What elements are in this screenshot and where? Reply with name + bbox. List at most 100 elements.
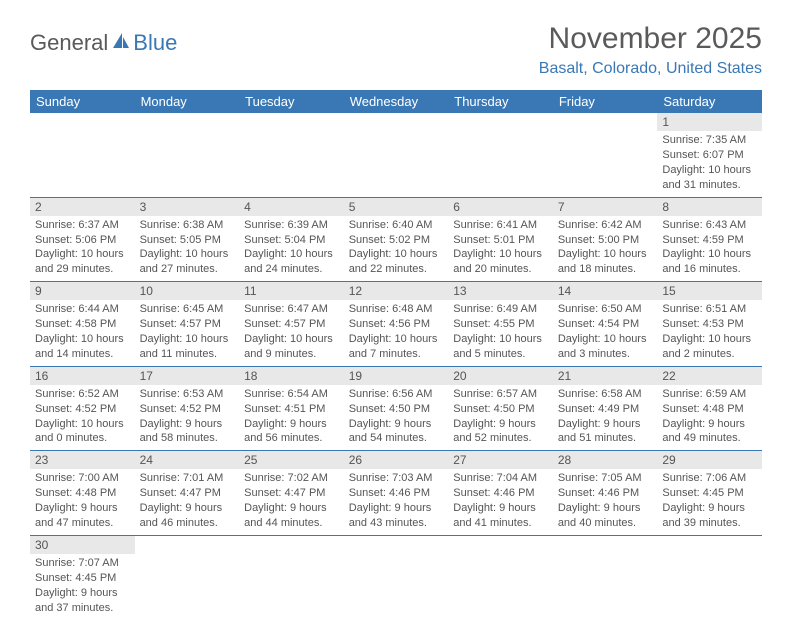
day-info-line: and 40 minutes. [558, 516, 653, 531]
day-number: 15 [657, 282, 762, 300]
day-number [448, 113, 553, 131]
day-info-line: Sunrise: 6:37 AM [35, 218, 130, 233]
day-info-line: Daylight: 10 hours [662, 163, 757, 178]
calendar-week-row: 23Sunrise: 7:00 AMSunset: 4:48 PMDayligh… [30, 451, 762, 536]
day-info-line: and 54 minutes. [349, 431, 444, 446]
calendar-day-cell: 24Sunrise: 7:01 AMSunset: 4:47 PMDayligh… [135, 451, 240, 536]
calendar-week-row: 1Sunrise: 7:35 AMSunset: 6:07 PMDaylight… [30, 113, 762, 197]
day-info-line: Sunrise: 6:41 AM [453, 218, 548, 233]
day-info-line: Daylight: 10 hours [453, 332, 548, 347]
day-info-line: and 41 minutes. [453, 516, 548, 531]
day-info-line: and 27 minutes. [140, 262, 235, 277]
day-info-line: Sunset: 4:57 PM [140, 317, 235, 332]
day-info-line: Sunrise: 6:50 AM [558, 302, 653, 317]
day-info-line: Daylight: 9 hours [453, 501, 548, 516]
day-info-line: Daylight: 9 hours [140, 417, 235, 432]
calendar-day-cell: 3Sunrise: 6:38 AMSunset: 5:05 PMDaylight… [135, 197, 240, 282]
day-info-line: Daylight: 10 hours [662, 247, 757, 262]
day-info-line: Sunrise: 6:48 AM [349, 302, 444, 317]
day-body: Sunrise: 6:48 AMSunset: 4:56 PMDaylight:… [344, 300, 449, 365]
day-body [448, 554, 553, 608]
day-info-line: Sunrise: 6:57 AM [453, 387, 548, 402]
calendar-day-cell: 19Sunrise: 6:56 AMSunset: 4:50 PMDayligh… [344, 366, 449, 451]
page-header: General Blue November 2025 Basalt, Color… [30, 22, 762, 78]
day-info-line: Daylight: 10 hours [453, 247, 548, 262]
day-info-line: Daylight: 9 hours [558, 501, 653, 516]
day-info-line: Daylight: 10 hours [558, 332, 653, 347]
day-info-line: Sunrise: 6:59 AM [662, 387, 757, 402]
logo-sail-icon [111, 32, 131, 50]
day-info-line: Sunrise: 6:54 AM [244, 387, 339, 402]
day-info-line: Sunrise: 6:56 AM [349, 387, 444, 402]
day-body: Sunrise: 6:53 AMSunset: 4:52 PMDaylight:… [135, 385, 240, 450]
day-number: 29 [657, 451, 762, 469]
day-info-line: Sunrise: 6:39 AM [244, 218, 339, 233]
day-info-line: and 37 minutes. [35, 601, 130, 616]
day-info-line: Sunrise: 6:40 AM [349, 218, 444, 233]
day-info-line: Daylight: 9 hours [244, 417, 339, 432]
day-info-line: and 44 minutes. [244, 516, 339, 531]
calendar-day-cell [30, 113, 135, 197]
day-body [239, 554, 344, 608]
day-info-line: and 18 minutes. [558, 262, 653, 277]
day-body: Sunrise: 6:39 AMSunset: 5:04 PMDaylight:… [239, 216, 344, 281]
day-info-line: Sunrise: 6:47 AM [244, 302, 339, 317]
calendar-day-cell [239, 535, 344, 619]
day-number: 2 [30, 198, 135, 216]
day-body: Sunrise: 7:04 AMSunset: 4:46 PMDaylight:… [448, 469, 553, 534]
day-info-line: Sunset: 4:54 PM [558, 317, 653, 332]
day-info-line: and 43 minutes. [349, 516, 444, 531]
day-info-line: and 7 minutes. [349, 347, 444, 362]
day-number: 13 [448, 282, 553, 300]
calendar-week-row: 2 Sunrise: 6:37 AMSunset: 5:06 PM Daylight… [30, 197, 762, 282]
day-info-line: Daylight: 9 hours [662, 501, 757, 516]
day-number: 21 [553, 367, 658, 385]
calendar-day-cell [239, 113, 344, 197]
calendar-day-cell: 1Sunrise: 7:35 AMSunset: 6:07 PMDaylight… [657, 113, 762, 197]
day-info-line: and 14 minutes. [35, 347, 130, 362]
day-info-line: Daylight: 10 hours [349, 332, 444, 347]
calendar-day-cell [553, 535, 658, 619]
day-body: Sunrise: 6:59 AMSunset: 4:48 PMDaylight:… [657, 385, 762, 450]
day-body: Sunrise: 6:57 AMSunset: 4:50 PMDaylight:… [448, 385, 553, 450]
calendar-day-cell: 10Sunrise: 6:45 AMSunset: 4:57 PMDayligh… [135, 282, 240, 367]
day-body: Sunrise: 6:44 AMSunset: 4:58 PMDaylight:… [30, 300, 135, 365]
day-number [135, 536, 240, 554]
day-number: 16 [30, 367, 135, 385]
day-body [135, 554, 240, 608]
day-number [239, 536, 344, 554]
day-info-line: Sunset: 4:52 PM [35, 402, 130, 417]
day-info-line: Daylight: 9 hours [453, 417, 548, 432]
day-number: 19 [344, 367, 449, 385]
day-number: 23 [30, 451, 135, 469]
calendar-day-cell [135, 113, 240, 197]
day-info-line: Daylight: 10 hours [140, 332, 235, 347]
day-body [30, 131, 135, 185]
day-info-line: and 9 minutes. [244, 347, 339, 362]
day-info-line: and 24 minutes. [244, 262, 339, 277]
calendar-day-cell [553, 113, 658, 197]
weekday-header: Thursday [448, 90, 553, 113]
day-number [657, 536, 762, 554]
title-block: November 2025 Basalt, Colorado, United S… [539, 22, 762, 78]
day-info-line: Daylight: 9 hours [140, 501, 235, 516]
day-number [553, 536, 658, 554]
day-number: 27 [448, 451, 553, 469]
day-info-line: Sunrise: 7:05 AM [558, 471, 653, 486]
day-body: Sunrise: 7:07 AMSunset: 4:45 PMDaylight:… [30, 554, 135, 619]
day-number: 30 [30, 536, 135, 554]
calendar-day-cell: 23Sunrise: 7:00 AMSunset: 4:48 PMDayligh… [30, 451, 135, 536]
day-info-line: Sunset: 4:46 PM [453, 486, 548, 501]
day-info-line: and 49 minutes. [662, 431, 757, 446]
day-number: 8 [657, 198, 762, 216]
calendar-day-cell: 26Sunrise: 7:03 AMSunset: 4:46 PMDayligh… [344, 451, 449, 536]
day-info-line: Sunset: 5:04 PM [244, 233, 339, 248]
calendar-day-cell: 5Sunrise: 6:40 AMSunset: 5:02 PMDaylight… [344, 197, 449, 282]
day-info-line: Sunrise: 7:03 AM [349, 471, 444, 486]
day-info-line: Sunset: 4:48 PM [662, 402, 757, 417]
day-info-line: Daylight: 10 hours [244, 332, 339, 347]
day-info-line: Daylight: 10 hours [349, 247, 444, 262]
day-info-line: Sunset: 4:46 PM [558, 486, 653, 501]
day-info-line: Sunset: 5:06 PM [35, 233, 130, 248]
day-info-line: Sunset: 5:00 PM [558, 233, 653, 248]
